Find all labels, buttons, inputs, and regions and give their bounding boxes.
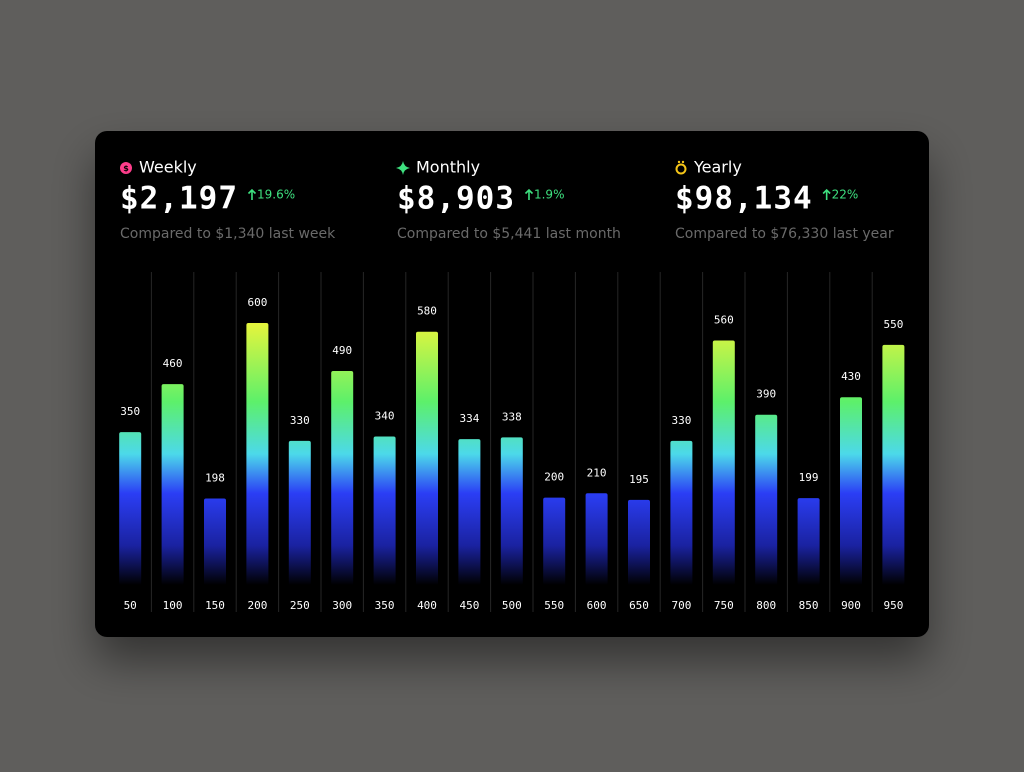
stat-label: Weekly [139,158,197,177]
x-tick-label: 700 [671,599,691,612]
x-tick-label: 450 [459,599,479,612]
bar [458,439,481,585]
bar [204,498,226,585]
value-label: 198 [205,472,225,485]
value-label: 390 [756,388,776,401]
ring-dot [681,160,685,164]
stat-label: Yearly [693,158,742,177]
value-label: 338 [502,410,522,423]
x-tick-label: 50 [124,599,137,612]
bar [543,497,566,585]
x-tick-label: 800 [756,599,776,612]
x-tick-label: 500 [502,599,522,612]
bar [416,331,438,585]
stat-change: 1.9% [534,188,565,202]
bar [585,493,608,585]
x-tick-label: 750 [714,599,734,612]
x-tick-label: 150 [205,599,225,612]
stat-value: $98,134 [675,181,813,217]
bar [161,384,184,585]
up-arrow [822,188,831,200]
bar-chart: 50 350 100 460 150 198 200 600 250 330 300 490 350 34… [119,272,905,612]
ring-dot [677,160,681,164]
x-tick-label: 300 [332,599,352,612]
value-label: 330 [671,414,691,427]
bar [882,344,905,585]
value-label: 334 [459,412,479,425]
bar [840,397,862,585]
stat-label: Monthly [416,158,480,177]
value-label: 490 [332,344,352,357]
value-label: 350 [120,405,140,418]
bar [119,432,142,585]
value-label: 330 [290,414,310,427]
bar [373,436,396,585]
x-tick-label: 100 [163,599,183,612]
x-tick-label: 200 [247,599,267,612]
ring-icon [675,163,687,175]
stat-comparison: Compared to $5,441 last month [397,226,621,242]
x-tick-label: 550 [544,599,564,612]
x-tick-label: 850 [799,599,819,612]
value-label: 460 [163,357,183,370]
value-label: 340 [375,410,395,423]
dollar-icon [120,162,132,174]
stat-change: 22% [832,188,859,202]
x-tick-label: 400 [417,599,437,612]
value-label: 430 [841,370,861,383]
value-label: 199 [799,471,819,484]
stat-change: 19.6% [257,188,295,202]
bar [500,437,523,585]
bar [628,499,650,585]
x-tick-label: 350 [375,599,395,612]
x-tick-label: 950 [883,599,903,612]
value-label: 580 [417,305,437,318]
up-arrow [524,188,534,200]
x-tick-label: 250 [290,599,310,612]
value-label: 195 [629,473,649,486]
stat-value: $8,903 [397,181,515,217]
stat-comparison: Compared to $76,330 last year [675,226,894,242]
x-tick-label: 650 [629,599,649,612]
value-label: 550 [883,318,903,331]
stats: Weekly $2,197 19.6% Compared to $1,340 last… [120,158,894,243]
up-arrow [247,188,257,200]
x-tick-label: 600 [587,599,607,612]
dollar-glyph: $ [123,164,129,173]
bar [755,414,778,585]
bar [797,498,820,585]
bar [288,440,311,585]
value-label: 200 [544,471,564,484]
value-label: 210 [587,466,607,479]
bar [331,371,354,585]
value-label: 560 [714,313,734,326]
stat-comparison: Compared to $1,340 last week [120,226,336,242]
bar [670,440,693,585]
bar [712,340,735,585]
stat-value: $2,197 [120,181,238,217]
value-label: 600 [247,296,267,309]
x-tick-label: 900 [841,599,861,612]
sparkle-icon [396,161,410,175]
bar [246,323,269,585]
